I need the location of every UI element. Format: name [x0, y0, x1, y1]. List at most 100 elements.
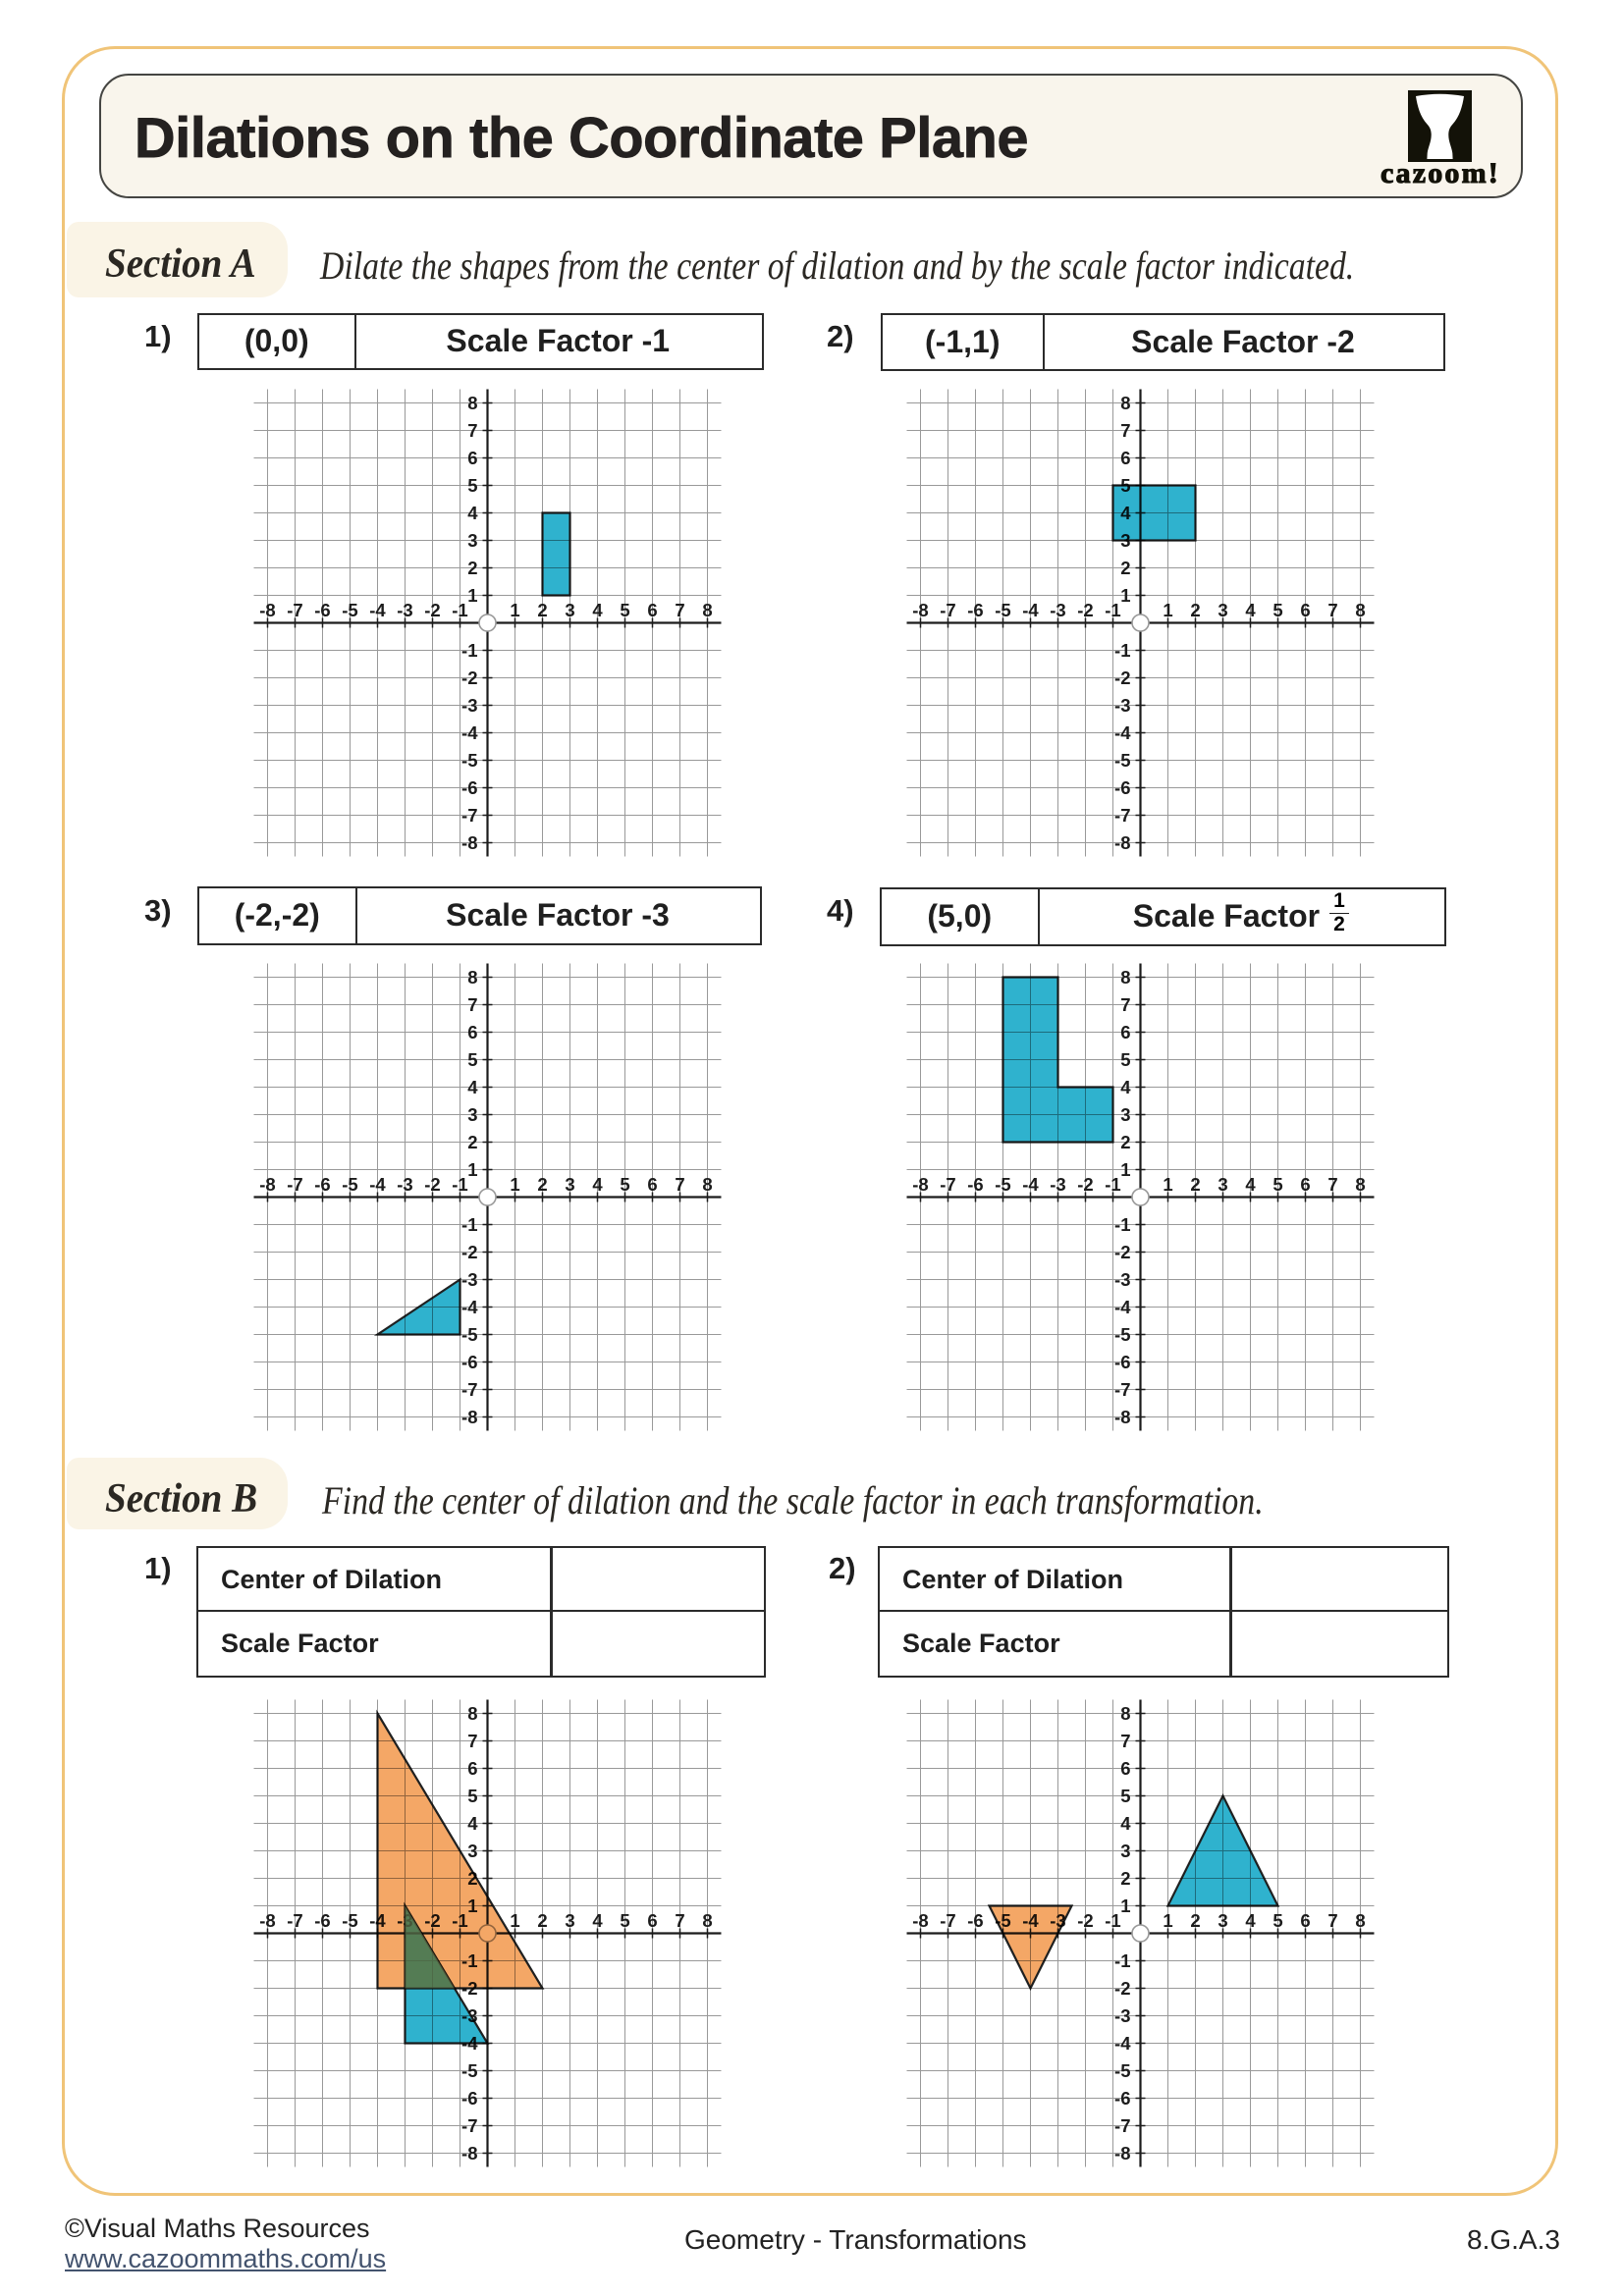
svg-text:-1: -1	[461, 1214, 477, 1235]
svg-text:8: 8	[467, 1703, 477, 1724]
svg-text:6: 6	[467, 1022, 477, 1042]
svg-text:-7: -7	[287, 600, 302, 620]
svg-text:1: 1	[1120, 1896, 1130, 1916]
svg-text:8: 8	[1120, 393, 1130, 413]
svg-text:-8: -8	[461, 832, 477, 853]
svg-text:2: 2	[537, 1910, 547, 1931]
svg-text:3: 3	[1218, 600, 1227, 620]
svg-text:-5: -5	[461, 750, 477, 771]
svg-text:3: 3	[467, 1841, 477, 1861]
svg-text:2: 2	[537, 600, 547, 620]
svg-text:2: 2	[1120, 1132, 1130, 1152]
svg-text:-1: -1	[1114, 1950, 1130, 1971]
svg-text:-2: -2	[1114, 1242, 1130, 1262]
svg-text:-1: -1	[1105, 1174, 1120, 1195]
svg-text:3: 3	[565, 600, 574, 620]
svg-text:-8: -8	[259, 1174, 275, 1195]
svg-text:5: 5	[620, 1910, 629, 1931]
svg-text:7: 7	[1327, 1174, 1337, 1195]
svg-text:-5: -5	[1114, 750, 1130, 771]
svg-text:-3: -3	[1114, 695, 1130, 716]
svg-text:-4: -4	[461, 722, 478, 743]
svg-text:-7: -7	[1114, 2115, 1130, 2136]
svg-text:8: 8	[467, 967, 477, 988]
svg-text:5: 5	[620, 600, 629, 620]
svg-text:-4: -4	[369, 600, 386, 620]
svg-text:-6: -6	[314, 1174, 330, 1195]
svg-text:2: 2	[1120, 558, 1130, 578]
svg-text:7: 7	[675, 1910, 684, 1931]
svg-text:-7: -7	[461, 2115, 477, 2136]
svg-text:-2: -2	[1077, 1174, 1093, 1195]
svg-text:8: 8	[702, 600, 712, 620]
svg-text:-7: -7	[940, 600, 955, 620]
svg-text:2: 2	[1190, 1910, 1200, 1931]
svg-text:7: 7	[1327, 600, 1337, 620]
svg-text:-1: -1	[452, 600, 467, 620]
svg-text:-3: -3	[1050, 600, 1065, 620]
svg-text:-4: -4	[1022, 600, 1039, 620]
svg-text:-6: -6	[461, 2088, 477, 2109]
svg-text:3: 3	[467, 1104, 477, 1125]
svg-text:-4: -4	[1022, 1174, 1039, 1195]
svg-text:4: 4	[1120, 1813, 1131, 1834]
svg-text:-6: -6	[461, 777, 477, 798]
svg-text:1: 1	[1163, 600, 1172, 620]
svg-text:2: 2	[1190, 1174, 1200, 1195]
svg-text:-8: -8	[912, 1174, 928, 1195]
svg-text:5: 5	[1272, 600, 1282, 620]
svg-text:6: 6	[467, 1758, 477, 1779]
svg-text:6: 6	[647, 600, 657, 620]
svg-text:7: 7	[1120, 420, 1130, 441]
svg-text:4: 4	[1245, 1910, 1256, 1931]
svg-text:4: 4	[592, 1910, 603, 1931]
svg-text:6: 6	[1300, 600, 1310, 620]
svg-text:-7: -7	[940, 1174, 955, 1195]
svg-text:1: 1	[467, 585, 477, 606]
svg-text:-6: -6	[1114, 2088, 1130, 2109]
svg-text:1: 1	[1163, 1910, 1172, 1931]
svg-text:-3: -3	[461, 1269, 477, 1290]
svg-text:5: 5	[467, 475, 477, 496]
svg-text:1: 1	[510, 1174, 519, 1195]
svg-text:4: 4	[1245, 600, 1256, 620]
svg-text:6: 6	[1120, 1758, 1130, 1779]
svg-text:-3: -3	[1050, 1174, 1065, 1195]
svg-text:4: 4	[467, 1077, 478, 1097]
svg-text:4: 4	[1120, 1077, 1131, 1097]
svg-text:-5: -5	[461, 1324, 477, 1345]
svg-text:2: 2	[467, 558, 477, 578]
svg-text:-2: -2	[1114, 1978, 1130, 1999]
svg-text:-5: -5	[995, 1174, 1010, 1195]
svg-text:-8: -8	[461, 1407, 477, 1427]
svg-text:-5: -5	[342, 1174, 357, 1195]
svg-text:3: 3	[1218, 1910, 1227, 1931]
svg-text:-2: -2	[1077, 1910, 1093, 1931]
svg-text:-1: -1	[1114, 1214, 1130, 1235]
svg-text:-8: -8	[1114, 2143, 1130, 2163]
svg-text:-7: -7	[287, 1174, 302, 1195]
svg-text:4: 4	[1245, 1174, 1256, 1195]
svg-text:-8: -8	[1114, 1407, 1130, 1427]
svg-text:5: 5	[1272, 1174, 1282, 1195]
svg-text:-2: -2	[424, 600, 440, 620]
svg-text:7: 7	[467, 1731, 477, 1751]
svg-text:-3: -3	[397, 1174, 412, 1195]
svg-text:5: 5	[1272, 1910, 1282, 1931]
svg-text:-6: -6	[461, 1352, 477, 1372]
svg-text:-3: -3	[1114, 2005, 1130, 2026]
svg-text:8: 8	[702, 1174, 712, 1195]
svg-text:-2: -2	[424, 1174, 440, 1195]
svg-text:6: 6	[1300, 1910, 1310, 1931]
svg-text:2: 2	[1190, 600, 1200, 620]
svg-text:1: 1	[1163, 1174, 1172, 1195]
svg-text:6: 6	[1120, 1022, 1130, 1042]
svg-text:5: 5	[467, 1049, 477, 1070]
svg-text:8: 8	[1355, 1910, 1365, 1931]
svg-text:6: 6	[1300, 1174, 1310, 1195]
svg-text:4: 4	[467, 503, 478, 523]
svg-text:-6: -6	[967, 1910, 983, 1931]
svg-text:3: 3	[1218, 1174, 1227, 1195]
svg-text:5: 5	[467, 1786, 477, 1806]
svg-text:-6: -6	[1114, 777, 1130, 798]
